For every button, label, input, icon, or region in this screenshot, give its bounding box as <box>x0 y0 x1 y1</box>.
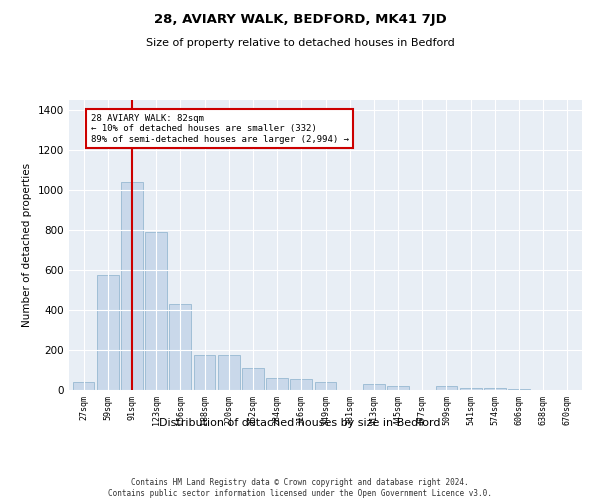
Bar <box>508 389 530 390</box>
Text: Size of property relative to detached houses in Bedford: Size of property relative to detached ho… <box>146 38 454 48</box>
Text: Distribution of detached houses by size in Bedford: Distribution of detached houses by size … <box>159 418 441 428</box>
Y-axis label: Number of detached properties: Number of detached properties <box>22 163 32 327</box>
Bar <box>121 182 143 390</box>
Bar <box>290 379 312 390</box>
Bar <box>145 232 167 390</box>
Bar <box>484 388 506 390</box>
Text: 28 AVIARY WALK: 82sqm
← 10% of detached houses are smaller (332)
89% of semi-det: 28 AVIARY WALK: 82sqm ← 10% of detached … <box>91 114 349 144</box>
Bar <box>73 382 94 390</box>
Bar <box>387 386 409 390</box>
Text: Contains HM Land Registry data © Crown copyright and database right 2024.
Contai: Contains HM Land Registry data © Crown c… <box>108 478 492 498</box>
Text: 28, AVIARY WALK, BEDFORD, MK41 7JD: 28, AVIARY WALK, BEDFORD, MK41 7JD <box>154 12 446 26</box>
Bar <box>363 384 385 390</box>
Bar <box>266 378 288 390</box>
Bar <box>242 368 264 390</box>
Bar <box>460 388 482 390</box>
Bar <box>314 382 337 390</box>
Bar <box>169 304 191 390</box>
Bar <box>194 355 215 390</box>
Bar <box>218 355 239 390</box>
Bar <box>97 275 119 390</box>
Bar <box>436 386 457 390</box>
